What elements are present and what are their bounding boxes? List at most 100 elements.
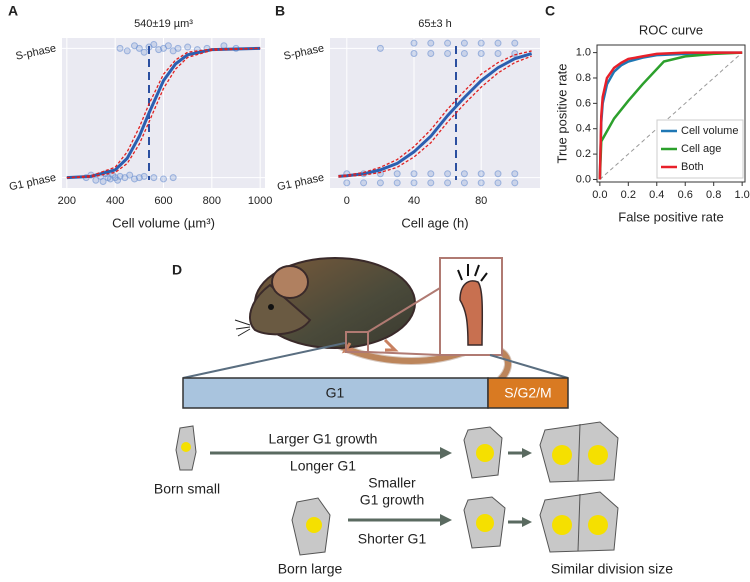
x-axis-label: False positive rate — [618, 209, 724, 224]
septum — [577, 423, 581, 482]
data-point — [511, 50, 519, 58]
x-axis-label: Cell volume (µm³) — [112, 215, 215, 230]
arrow-label: Smaller — [368, 475, 416, 491]
nucleus — [588, 515, 608, 535]
x-tick-label: 600 — [154, 195, 172, 207]
data-point — [393, 170, 401, 178]
fit-line — [66, 46, 261, 180]
legend-label: Cell volume — [681, 125, 738, 137]
g1-label: G1 — [326, 385, 345, 401]
data-point — [444, 39, 452, 47]
y-tick-label: 1.0 — [576, 47, 591, 59]
nucleus — [476, 444, 494, 462]
caption: Similar division size — [551, 561, 673, 577]
roc-line — [598, 51, 743, 180]
fit-line — [338, 52, 533, 178]
data-point — [427, 50, 435, 58]
y-tick-label: 0.4 — [576, 123, 591, 135]
data-point — [410, 50, 418, 58]
paw-zoom — [459, 280, 484, 346]
data-point — [410, 179, 418, 187]
x-tick-label: 0.8 — [706, 189, 721, 201]
data-point — [494, 170, 502, 178]
data-point — [511, 179, 519, 187]
mouse-head — [249, 283, 312, 336]
data-point — [494, 39, 502, 47]
data-point — [511, 170, 519, 178]
data-point — [477, 170, 485, 178]
data-point — [360, 179, 368, 187]
arrow-label: Larger G1 growth — [269, 431, 378, 447]
arrow-label: G1 growth — [360, 492, 425, 508]
data-point — [444, 179, 452, 187]
nucleus — [552, 515, 572, 535]
caption: Born large — [278, 561, 343, 577]
data-point — [477, 39, 485, 47]
x-tick-label: 400 — [106, 195, 124, 207]
fit-line — [338, 55, 532, 178]
chart-title: ROC curve — [639, 22, 703, 37]
y-tick-label: S-phase — [283, 42, 326, 62]
x-tick-label: 0.2 — [621, 189, 636, 201]
nucleus — [181, 442, 191, 452]
zoom-lines — [367, 287, 441, 356]
data-point — [460, 179, 468, 187]
x-tick-label: 0.4 — [649, 189, 664, 201]
x-tick-label: 0.0 — [592, 189, 607, 201]
data-point — [184, 43, 192, 51]
g1-bar — [182, 377, 489, 409]
chance-line — [599, 52, 743, 180]
legend-label: Cell age — [681, 143, 721, 155]
y-tick-label: 0.2 — [576, 148, 591, 160]
nucleus — [476, 514, 494, 532]
mouse-eye — [268, 304, 274, 310]
data-point — [343, 179, 351, 187]
data-point — [410, 170, 418, 178]
y-tick-label: G1 phase — [276, 172, 325, 194]
data-point — [444, 170, 452, 178]
data-point — [150, 40, 158, 48]
nucleus — [552, 445, 572, 465]
plot-frame — [596, 44, 746, 183]
data-point — [460, 39, 468, 47]
data-point — [160, 175, 167, 183]
chart-title: 65±3 h — [418, 18, 452, 30]
roc-line — [598, 51, 743, 180]
data-point — [150, 174, 158, 182]
data-point — [92, 176, 100, 184]
whiskers — [234, 319, 251, 337]
y-axis-label: True positive rate — [554, 64, 569, 164]
diagram: D G1 S/G2/M Larger G1 growth Longer G1 B… — [154, 257, 673, 577]
x-tick-label: 200 — [58, 195, 76, 207]
data-point — [140, 48, 148, 56]
y-tick-label: G1 phase — [8, 172, 57, 194]
arrowhead — [440, 514, 452, 526]
data-point — [427, 179, 435, 187]
data-point — [460, 170, 468, 178]
data-point — [174, 44, 182, 52]
legend-label: Both — [681, 161, 704, 173]
septum — [577, 493, 581, 552]
data-point — [477, 179, 485, 187]
data-point — [376, 179, 384, 187]
panel-label: A — [8, 3, 18, 19]
fit-line — [66, 47, 261, 179]
claws — [457, 264, 488, 282]
x-tick-label: 1000 — [248, 195, 272, 207]
mouse-ear — [271, 265, 309, 299]
data-point — [393, 179, 401, 187]
sg2m-label: S/G2/M — [504, 385, 551, 401]
data-point — [444, 50, 452, 58]
fit-line — [66, 47, 261, 179]
sg2m-bar — [487, 377, 569, 409]
x-tick-label: 800 — [203, 195, 221, 207]
caption: Born small — [154, 481, 220, 497]
data-point — [164, 42, 172, 50]
data-point — [494, 50, 502, 58]
data-point — [376, 44, 384, 52]
arrowhead — [522, 448, 532, 458]
data-point — [99, 178, 107, 186]
data-point — [123, 47, 131, 55]
